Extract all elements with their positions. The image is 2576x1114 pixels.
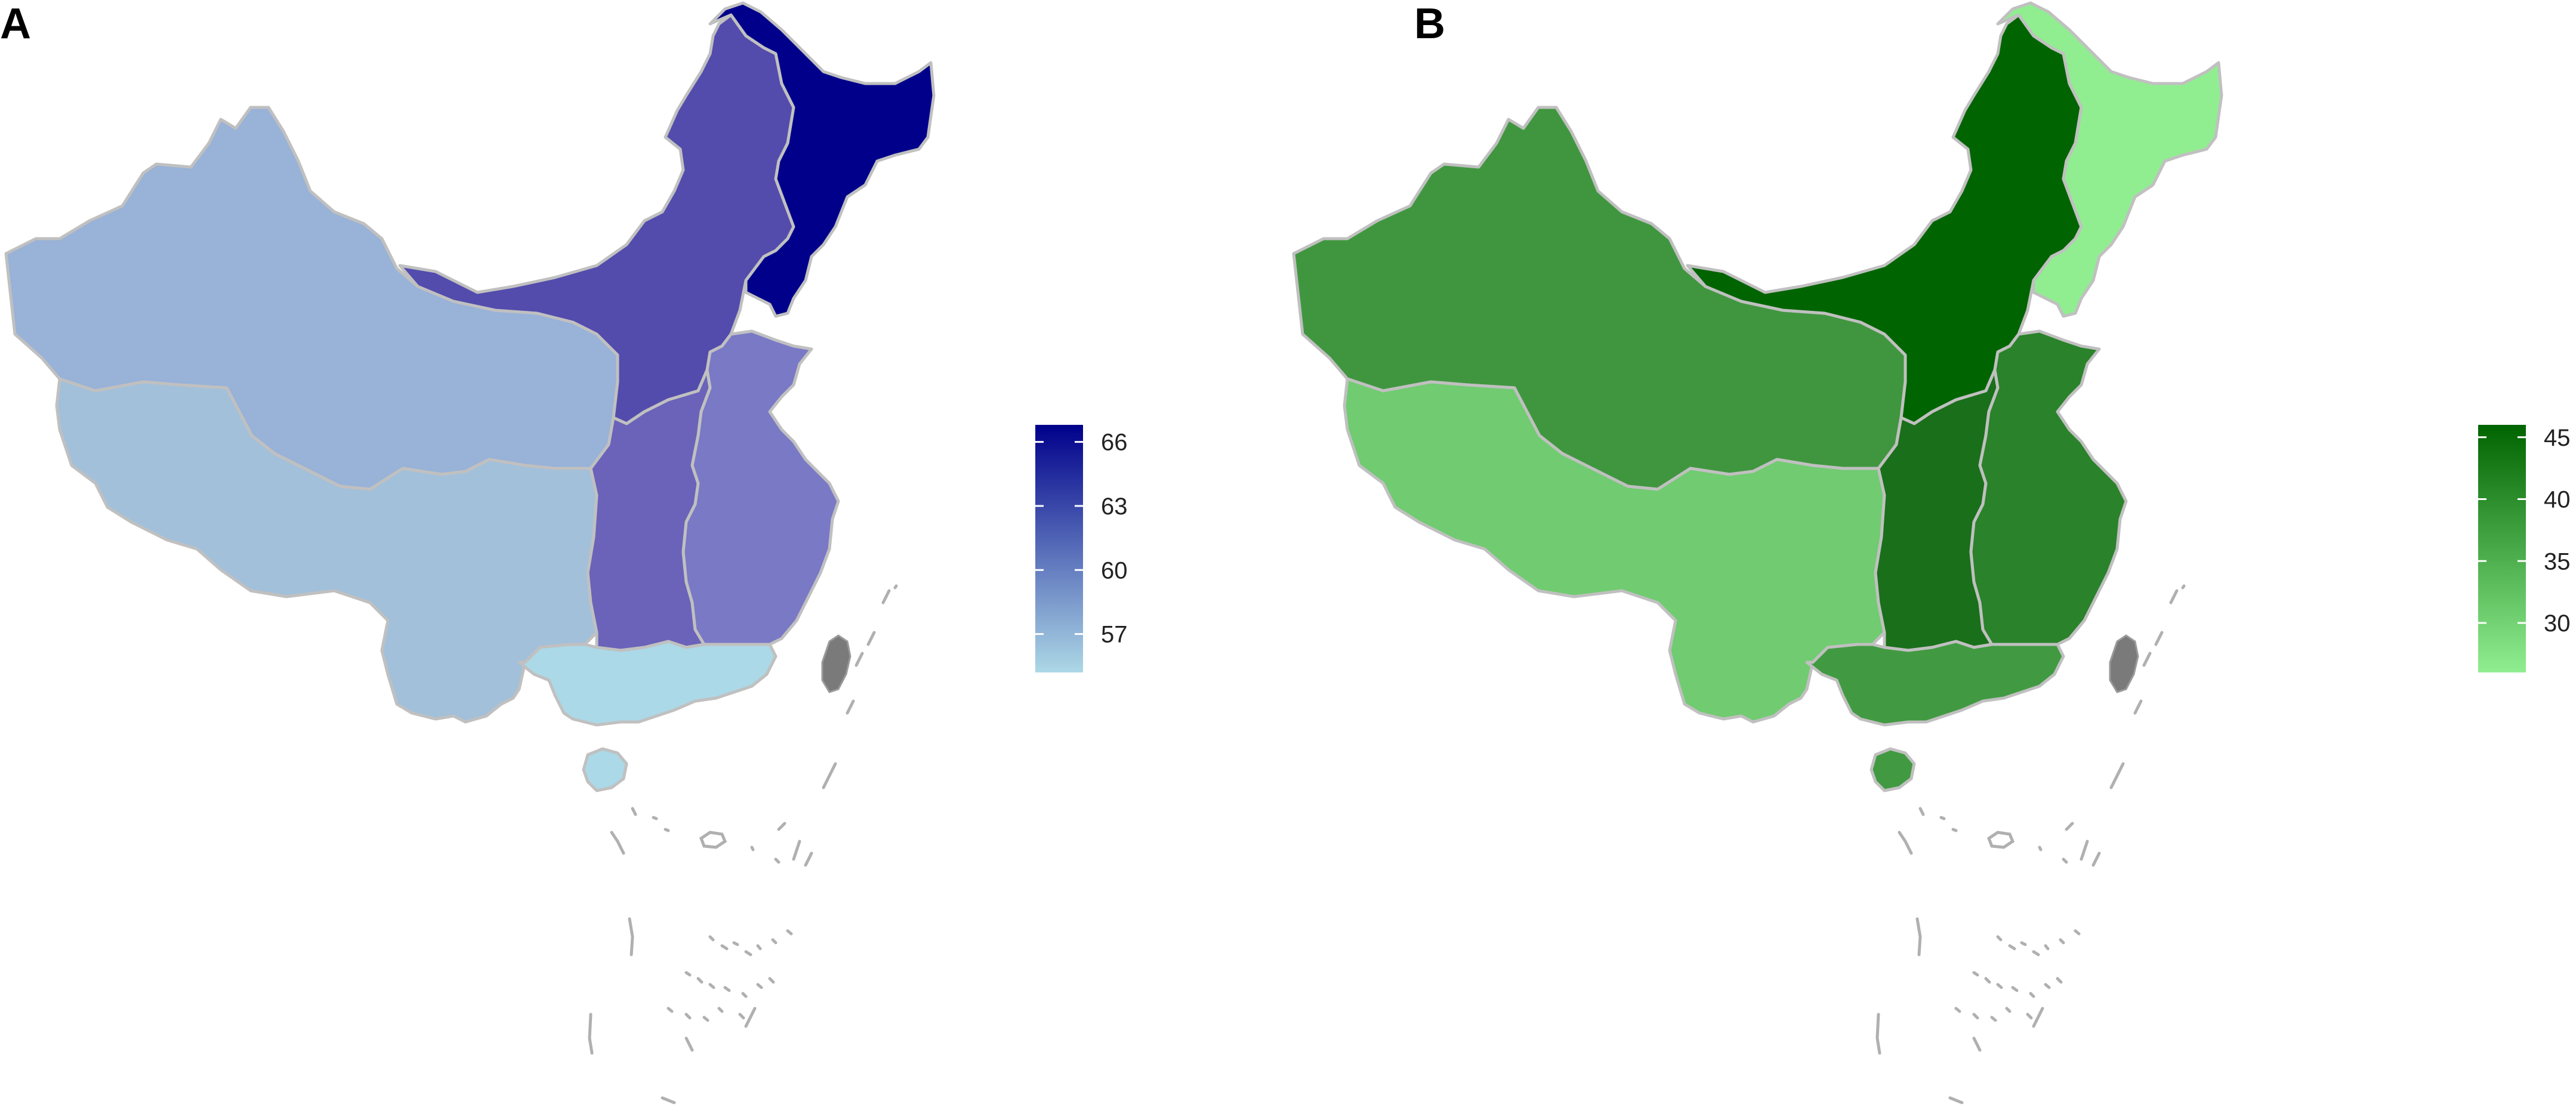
island-outline-7 — [684, 971, 775, 998]
island-outline-6 — [1996, 929, 2081, 956]
island-outline-4 — [2038, 822, 2074, 864]
island-outline-0 — [2142, 584, 2186, 667]
region-southwest — [55, 377, 599, 724]
island-outline-3 — [699, 831, 727, 849]
island-outline-2 — [1898, 807, 1958, 855]
panel-label-b: B — [1414, 0, 1445, 48]
island-outline-4 — [750, 822, 786, 864]
colorbar-tick-label: 35 — [2544, 548, 2571, 575]
legend-b: 45 40 35 30 — [2478, 425, 2571, 672]
map-a — [4, 1, 936, 1104]
island-outline-7 — [1972, 971, 2063, 998]
island-outline-1 — [792, 699, 855, 867]
colorbar-tick-label: 57 — [1101, 622, 1128, 648]
region-south-china — [1805, 640, 2065, 727]
map-b — [1292, 1, 2223, 1104]
region-hainan — [1869, 747, 1916, 792]
island-outline-2 — [610, 807, 670, 855]
region-hainan — [582, 747, 628, 792]
panel-label-a: A — [0, 0, 31, 48]
region-taiwan — [2109, 634, 2139, 693]
panel-a: A 66 63 60 57 — [0, 0, 1128, 1104]
region-east-china — [1969, 329, 2128, 646]
island-outline-6 — [708, 929, 793, 956]
colorbar-tick-label: 40 — [2544, 487, 2571, 513]
island-outline-9 — [661, 1007, 757, 1104]
colorbar-tick-label: 60 — [1101, 557, 1128, 584]
legend-a: 66 63 60 57 — [1035, 425, 1128, 672]
island-outline-8 — [667, 1007, 745, 1022]
colorbar-tick-label: 66 — [1101, 430, 1128, 456]
region-southwest — [1343, 377, 1886, 724]
colorbar — [1035, 425, 1083, 672]
island-outline-1 — [2080, 699, 2143, 867]
island-outline-9 — [1948, 1007, 2044, 1104]
island-outline-5 — [1875, 917, 1922, 1055]
island-outline-5 — [588, 917, 634, 1055]
region-taiwan — [821, 634, 852, 693]
colorbar-tick-label: 30 — [2544, 610, 2571, 637]
region-east-china — [681, 329, 840, 646]
island-outline-8 — [1954, 1007, 2033, 1022]
island-outline-0 — [854, 584, 898, 667]
island-outline-3 — [1986, 831, 2015, 849]
colorbar-tick-label: 45 — [2544, 425, 2571, 451]
colorbar — [2478, 425, 2526, 672]
region-northeast — [1996, 1, 2223, 318]
panel-b: B 45 40 35 30 — [1288, 0, 2576, 1114]
region-northeast — [708, 1, 936, 318]
colorbar-tick-label: 63 — [1101, 493, 1128, 520]
region-south-china — [517, 640, 778, 727]
